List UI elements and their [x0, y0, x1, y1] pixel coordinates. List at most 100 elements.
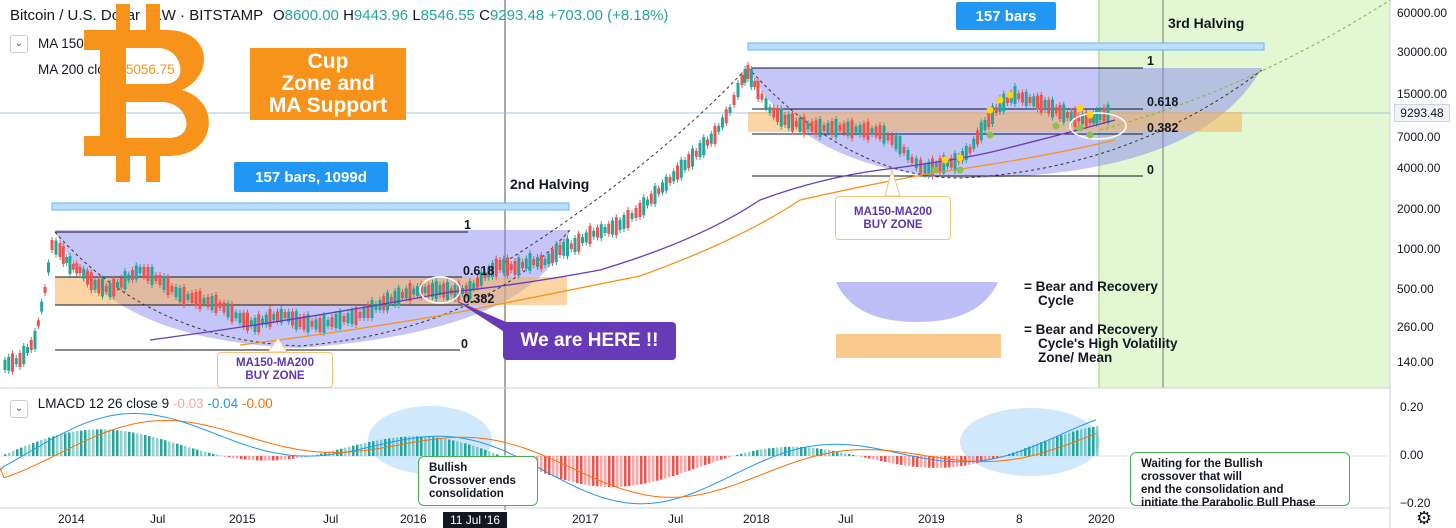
- macd-histogram-bar: [248, 456, 251, 460]
- candlestick: [753, 81, 757, 87]
- candlestick: [991, 106, 994, 124]
- candlestick: [423, 287, 427, 293]
- macd-histogram-bar: [216, 454, 219, 456]
- macd-histogram-bar: [464, 443, 467, 456]
- candlestick: [732, 95, 736, 105]
- candlestick: [858, 125, 862, 135]
- macd-histogram-bar: [716, 456, 719, 462]
- macd-histogram-bar: [324, 452, 327, 456]
- macd-histogram-bar: [976, 456, 979, 464]
- candlestick: [366, 304, 370, 318]
- legend-collapse-toggle[interactable]: ⌄: [10, 35, 28, 53]
- candlestick: [862, 123, 866, 138]
- macd-histogram-bar: [604, 456, 607, 487]
- macd-histogram-bar: [296, 456, 299, 459]
- macd-histogram-bar: [320, 453, 323, 456]
- candlestick: [642, 197, 646, 216]
- macd-histogram-bar: [540, 456, 543, 473]
- ma200-legend[interactable]: MA 200 close 5056.75: [38, 62, 178, 77]
- candlestick: [47, 262, 50, 273]
- macd-histogram-bar: [752, 450, 755, 456]
- cup-zone-title: Cup Zone and MA Support: [250, 48, 406, 120]
- candlestick: [314, 319, 318, 330]
- candlestick: [50, 240, 54, 250]
- lmacd-legend[interactable]: ⌄ LMACD 12 26 close 9 -0.03 -0.04 -0.00: [10, 396, 273, 418]
- macd-histogram-bar: [288, 456, 291, 460]
- buy-zone-callout-right[interactable]: MA150-MA200 BUY ZONE: [835, 196, 951, 240]
- macd-histogram-bar: [896, 456, 899, 465]
- candlestick: [949, 157, 953, 168]
- macd-histogram-bar: [1012, 452, 1015, 456]
- macd-histogram-bar: [772, 447, 775, 456]
- fib-left-0: 0: [461, 337, 468, 351]
- bars-count-right[interactable]: 157 bars: [956, 2, 1056, 30]
- lmacd-hist-value: -0.03: [172, 396, 204, 411]
- macd-histogram-bar: [52, 436, 55, 456]
- candlestick: [1021, 92, 1024, 103]
- waiting-crossover-note[interactable]: Waiting for the Bullish crossover that w…: [1130, 452, 1350, 509]
- fib-right-1: 1: [1147, 54, 1154, 68]
- legend-cup-swatch: [836, 282, 998, 322]
- candlestick: [676, 165, 679, 180]
- macd-histogram-bar: [980, 456, 983, 463]
- candlestick: [222, 302, 226, 313]
- candlestick: [138, 267, 142, 273]
- macd-histogram-bar: [256, 456, 259, 461]
- bullish-note-line2: Crossover ends: [429, 475, 516, 487]
- macd-histogram-bar: [196, 449, 199, 456]
- lmacd-collapse-toggle[interactable]: ⌄: [10, 400, 28, 418]
- candlestick: [382, 296, 386, 311]
- candlestick: [972, 138, 976, 149]
- macd-histogram-bar: [760, 449, 763, 456]
- buy-zone-callout-left[interactable]: MA150-MA200 BUY ZONE: [217, 352, 333, 388]
- cup-title-line1: Cup: [307, 50, 349, 73]
- macd-histogram-bar: [444, 438, 447, 456]
- candlestick: [622, 215, 626, 229]
- macd-histogram-bar: [932, 456, 935, 468]
- candlestick: [246, 312, 249, 331]
- macd-histogram-bar: [904, 456, 907, 466]
- candlestick: [22, 346, 26, 364]
- signal-dot: [956, 166, 964, 174]
- macd-histogram-bar: [972, 456, 975, 465]
- bullish-crossover-note[interactable]: Bullish Crossover ends consolidation: [418, 456, 538, 506]
- macd-histogram-bar: [1032, 445, 1035, 456]
- macd-histogram-bar: [616, 456, 619, 487]
- candlestick: [502, 258, 506, 273]
- fib-right-0382: 0.382: [1147, 121, 1179, 135]
- macd-histogram-bar: [652, 456, 655, 482]
- macd-histogram-bar: [12, 450, 15, 456]
- candlestick: [166, 277, 170, 295]
- macd-histogram-bar: [124, 431, 127, 456]
- buy-zone-left-line1: MA150-MA200: [236, 357, 314, 369]
- macd-histogram-bar: [600, 456, 603, 487]
- macd-highlight-right: [960, 408, 1100, 476]
- macd-histogram-bar: [668, 456, 671, 478]
- candlestick: [756, 81, 760, 99]
- gear-icon[interactable]: ⚙: [1416, 508, 1433, 528]
- bars-count-left[interactable]: 157 bars, 1099d: [234, 162, 388, 192]
- macd-histogram-bar: [968, 456, 971, 465]
- macd-histogram-bar: [416, 436, 419, 456]
- macd-histogram-bar: [892, 456, 895, 464]
- macd-histogram-bar: [484, 449, 487, 456]
- current-position-ellipse: [419, 276, 461, 304]
- macd-histogram-bar: [260, 456, 263, 461]
- candlestick: [40, 301, 44, 312]
- candlestick: [850, 120, 854, 139]
- candlestick: [657, 188, 661, 195]
- macd-histogram-bar: [164, 440, 167, 456]
- candlestick: [7, 356, 11, 371]
- macd-histogram-bar: [480, 448, 483, 456]
- candlestick: [178, 288, 182, 302]
- symbol-title[interactable]: Bitcoin / U.S. Dollar · 1W · BITSTAMP: [10, 7, 263, 24]
- macd-histogram-bar: [720, 456, 723, 460]
- candlestick: [746, 65, 750, 79]
- candlestick: [870, 128, 874, 135]
- macd-histogram-bar: [928, 456, 931, 468]
- we-are-here-callout[interactable]: We are HERE !!: [503, 322, 676, 360]
- candlestick: [584, 232, 588, 243]
- change-value: +703.00 (+8.18%): [548, 7, 669, 24]
- price-tick: 1000.00: [1397, 242, 1441, 256]
